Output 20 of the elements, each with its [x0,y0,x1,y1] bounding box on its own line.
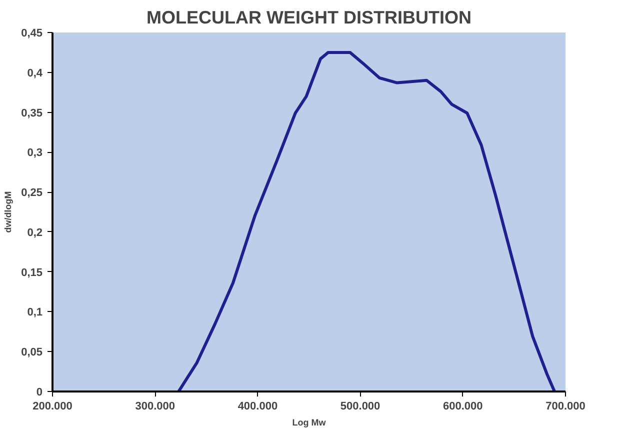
y-tick-label: 0,05 [21,346,43,359]
chart-title: MOLECULAR WEIGHT DISTRIBUTION [146,8,472,28]
y-tick-label: 0,15 [21,266,43,279]
x-tick-label: 600.000 [443,400,483,412]
x-axis-title: Log Mw [292,418,327,428]
y-tick-label: 0,35 [21,107,43,120]
line-series [177,50,556,392]
y-tick-label: 0,45 [21,28,43,40]
y-tick-label: 0,2 [27,226,43,239]
x-tick-label: 300.000 [135,400,175,412]
y-axis-title: dw/dlogM [3,191,14,233]
y-tick-label: 0 [36,386,43,398]
y-tick-label: 0,3 [27,147,43,160]
x-tick-label: 400.000 [238,400,278,412]
y-tick-label: 0,1 [27,306,43,319]
x-tick-label: 500.000 [340,400,380,412]
x-tick-label: 700.000 [546,400,586,412]
y-tick-label: 0,25 [21,187,43,200]
y-tick-label: 0,4 [27,67,44,80]
x-tick-label: 200.000 [32,400,72,412]
